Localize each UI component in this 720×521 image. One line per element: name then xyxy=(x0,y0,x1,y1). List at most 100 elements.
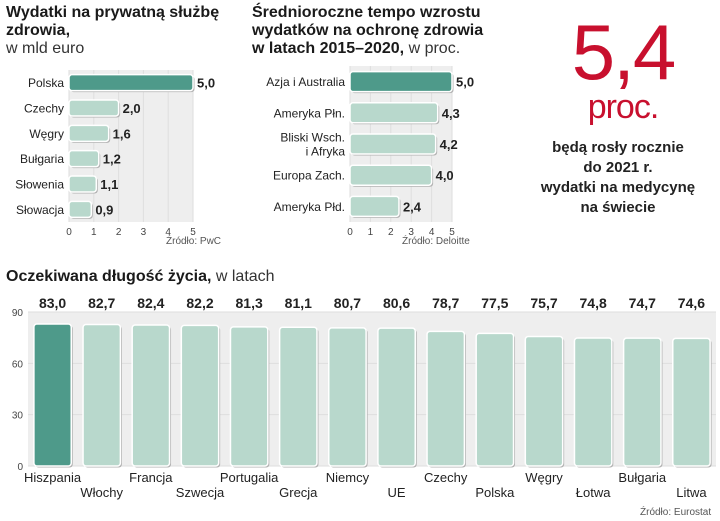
highlight-value: 5,4 xyxy=(571,8,676,96)
chart3-value-label-11: 74,8 xyxy=(580,295,607,311)
chart1-category-label-1: Czechy xyxy=(24,102,64,116)
chart3-value-label-2: 82,4 xyxy=(137,295,164,311)
chart3-value-label-12: 74,7 xyxy=(629,295,656,311)
highlight-text: będą rosły rocznie do 2021 r. wydatki na… xyxy=(518,138,718,218)
chart1-category-label-2: Węgry xyxy=(29,127,64,141)
chart3-bar-1 xyxy=(82,323,122,467)
chart3-category-label-1: Włochy xyxy=(80,485,123,500)
chart1-value-label-3: 1,2 xyxy=(103,152,121,167)
chart1-title-text: Wydatki na prywatną służbę zdrowia, xyxy=(6,4,220,39)
chart3-bar-6 xyxy=(328,327,367,467)
chart3-value-label-1: 82,7 xyxy=(88,295,115,311)
chart1-bar-5 xyxy=(68,200,93,219)
chart2-category-label-4: Ameryka Płd. xyxy=(274,200,345,214)
chart1-value-label-5: 0,9 xyxy=(95,202,113,217)
chart2-unit: w proc. xyxy=(408,40,461,57)
chart3-category-label-5: Grecja xyxy=(279,485,318,500)
chart3-source: Źródło: Eurostat xyxy=(640,507,712,518)
chart3-value-label-3: 82,2 xyxy=(186,295,213,311)
chart3-unit: w latach xyxy=(215,268,275,285)
chart3-category-label-7: UE xyxy=(388,485,406,500)
chart2-tick-label-4: 4 xyxy=(429,227,435,238)
chart3-bar-7 xyxy=(377,327,416,467)
chart3-bar-13 xyxy=(672,337,711,467)
highlight-line-2: do 2021 r. xyxy=(583,159,653,176)
chart1-tick-label-1: 1 xyxy=(91,227,97,238)
chart3-category-label-2: Francja xyxy=(129,470,173,485)
chart1-svg: 0 1 2 3 4 5 5,0 Polska 2,0 Czechy 1,6 Węgry 1,2 Bułga… xyxy=(15,70,215,238)
chart3-bar-2 xyxy=(131,324,171,467)
highlight-line-3: wydatki na medycynę xyxy=(540,179,696,196)
chart2-source: Źródło: Deloitte xyxy=(402,236,470,247)
chart3-category-label-11: Łotwa xyxy=(576,485,611,500)
chart3-tick-label-2: 60 xyxy=(12,359,24,370)
chart3-title-text: Oczekiwana długość życia, xyxy=(6,268,212,285)
chart1-tick-label-4: 4 xyxy=(165,227,171,238)
chart3-value-label-7: 80,6 xyxy=(383,295,410,311)
chart1-plot-area xyxy=(69,70,193,222)
chart1-category-label-5: Słowacja xyxy=(16,203,64,217)
chart3-tick-label-3: 90 xyxy=(12,308,24,319)
chart2-bar-4 xyxy=(349,195,400,218)
chart3-category-label-4: Portugalia xyxy=(220,470,279,485)
chart3-category-label-3: Szwecja xyxy=(176,485,225,500)
chart2-value-label-4: 2,4 xyxy=(403,199,422,214)
chart3-bar-10 xyxy=(524,335,564,467)
chart2-value-label-1: 4,3 xyxy=(442,106,460,121)
chart2-tick-label-1: 1 xyxy=(368,227,374,238)
chart2-tick-label-5: 5 xyxy=(449,227,455,238)
chart3-bar-3 xyxy=(180,324,220,467)
chart2-bar-2 xyxy=(349,133,437,155)
chart1-category-label-3: Bułgaria xyxy=(20,152,64,166)
highlight-line-4: na świecie xyxy=(580,199,656,216)
chart3-bar-9 xyxy=(475,332,515,467)
chart3-title: Oczekiwana długość życia, w latach xyxy=(6,268,406,286)
chart2-tick-label-0: 0 xyxy=(347,227,353,238)
chart3-bar-12 xyxy=(622,337,662,467)
chart3-value-label-4: 81,3 xyxy=(236,295,263,311)
highlight-unit: proc. xyxy=(587,88,660,126)
chart1-bar-0 xyxy=(68,73,194,92)
chart3-category-label-13: Litwa xyxy=(676,485,707,500)
chart2-tick-label-3: 3 xyxy=(408,227,414,238)
chart2-category-label-2-1: i Afryka xyxy=(306,145,346,159)
chart1-source: Źródło: PwC xyxy=(166,236,222,247)
chart2-category-label-2-0: Bliski Wsch. xyxy=(280,131,345,145)
chart3-tick-label-0: 0 xyxy=(17,462,23,473)
chart3-category-label-9: Polska xyxy=(475,485,515,500)
chart2-title-line3: w latach 2015–2020, xyxy=(252,40,405,57)
chart1-value-label-0: 5,0 xyxy=(197,76,215,91)
chart2-value-label-0: 5,0 xyxy=(456,75,474,90)
chart1-value-label-2: 1,6 xyxy=(113,126,131,141)
chart2-bar-0 xyxy=(349,70,453,93)
chart2-value-label-3: 4,0 xyxy=(436,168,454,183)
chart3-bar-4 xyxy=(229,326,269,467)
highlight-line-1: będą rosły rocznie xyxy=(552,139,684,156)
chart3-value-label-0: 83,0 xyxy=(39,295,66,311)
chart3-value-label-8: 78,7 xyxy=(432,295,459,311)
chart3-category-label-8: Czechy xyxy=(424,470,468,485)
chart2-bar-1 xyxy=(349,102,439,124)
chart1-tick-label-3: 3 xyxy=(141,227,147,238)
chart3-category-label-10: Węgry xyxy=(525,470,563,485)
chart3-value-label-10: 75,7 xyxy=(530,295,557,311)
chart2-title-line1: Średnioroczne tempo wzrostu xyxy=(252,4,481,21)
chart3-category-label-12: Bułgaria xyxy=(618,470,666,485)
chart2-bar-3 xyxy=(349,164,433,186)
chart1-bar-2 xyxy=(68,124,110,143)
chart1-tick-label-2: 2 xyxy=(116,227,122,238)
chart1-bar-1 xyxy=(68,99,120,117)
chart3-category-label-6: Niemcy xyxy=(326,470,370,485)
chart2-category-label-1: Ameryka Płn. xyxy=(274,106,345,120)
chart1-bar-4 xyxy=(68,175,98,193)
chart3-value-label-13: 74,6 xyxy=(678,295,705,311)
chart2-title-line2: wydatków na ochronę zdrowia xyxy=(252,22,484,39)
chart3-value-label-6: 80,7 xyxy=(334,295,361,311)
chart1-unit: w mld euro xyxy=(6,40,85,57)
chart2-title: Średnioroczne tempo wzrostu wydatków na … xyxy=(252,4,532,58)
chart1-category-label-0: Polska xyxy=(28,76,64,90)
chart1-title: Wydatki na prywatną służbę zdrowia, w ml… xyxy=(6,4,246,58)
chart3-bar-8 xyxy=(426,330,466,467)
chart3-bar-0 xyxy=(33,323,72,467)
